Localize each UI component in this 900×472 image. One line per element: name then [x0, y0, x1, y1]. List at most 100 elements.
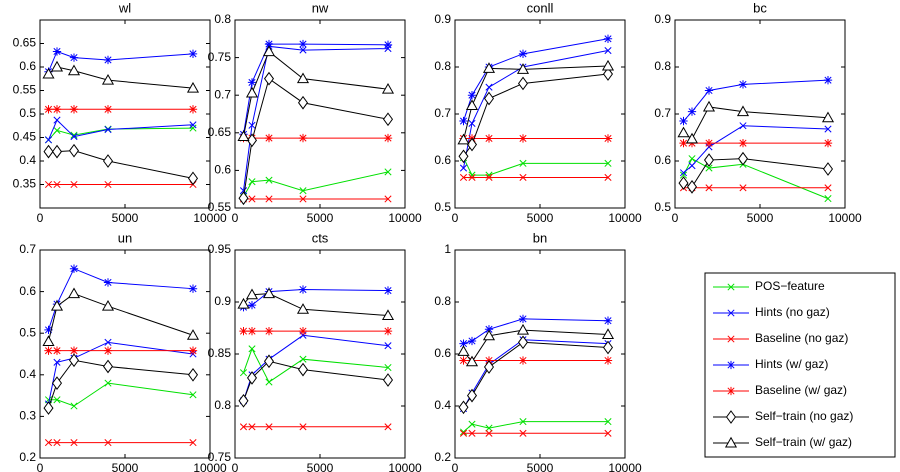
- marker: [68, 353, 80, 368]
- marker: [246, 133, 258, 148]
- y-tick-label: 0.65: [208, 125, 232, 139]
- marker: [102, 359, 114, 374]
- marker: [737, 151, 749, 166]
- marker: [687, 107, 697, 116]
- marker: [104, 338, 112, 346]
- marker: [265, 378, 273, 386]
- marker: [102, 154, 114, 168]
- y-tick-label: 0.6: [654, 153, 671, 167]
- marker: [189, 439, 197, 447]
- marker: [518, 49, 528, 58]
- marker: [263, 71, 275, 86]
- marker: [465, 99, 479, 111]
- marker: [704, 86, 714, 95]
- marker: [383, 133, 393, 143]
- marker: [603, 316, 613, 325]
- marker: [52, 47, 62, 56]
- marker: [686, 180, 698, 194]
- x-tick-label: 0: [37, 461, 44, 472]
- marker: [299, 187, 307, 195]
- marker: [104, 379, 112, 387]
- axes-frame: [234, 19, 406, 209]
- marker: [52, 346, 62, 355]
- marker: [602, 340, 614, 355]
- marker: [821, 111, 835, 123]
- marker: [104, 180, 112, 189]
- marker: [485, 173, 493, 182]
- marker: [44, 180, 53, 189]
- marker: [189, 124, 197, 132]
- panel: bc 0.5 0.6 0.7 0.8 0.9 0 5000 10000: [654, 0, 862, 225]
- legend-label: Self−train (no gaz): [755, 409, 853, 423]
- marker: [299, 195, 307, 203]
- marker: [685, 132, 699, 144]
- y-tick-label: 0.8: [434, 59, 451, 73]
- y-tick-label: 0.45: [13, 130, 37, 144]
- marker: [384, 423, 392, 431]
- marker: [43, 144, 54, 159]
- marker: [483, 91, 495, 106]
- marker: [297, 362, 309, 377]
- marker: [468, 119, 476, 127]
- panel-title: un: [118, 230, 132, 245]
- marker: [187, 367, 199, 382]
- marker: [239, 423, 248, 431]
- marker: [677, 126, 690, 138]
- marker: [53, 396, 61, 404]
- marker: [824, 195, 832, 203]
- marker: [679, 138, 688, 148]
- x-tick-label: 10000: [388, 461, 422, 472]
- marker: [688, 162, 696, 170]
- marker: [245, 86, 259, 98]
- marker: [68, 143, 80, 158]
- marker: [482, 329, 496, 341]
- marker: [101, 299, 115, 311]
- plot-area: [455, 250, 625, 458]
- marker: [298, 285, 308, 294]
- y-tick-label: 0.85: [208, 346, 232, 360]
- y-tick-label: 0.3: [19, 409, 36, 423]
- marker: [383, 286, 393, 295]
- marker: [53, 126, 61, 135]
- y-tick-label: 0.8: [214, 12, 231, 26]
- panel: cts 0.75 0.8 0.85 0.9 0.95 0 5000 10000: [208, 230, 422, 472]
- x-tick-label: 5000: [747, 211, 774, 225]
- marker: [485, 424, 493, 432]
- marker: [262, 45, 276, 57]
- marker: [245, 288, 259, 300]
- marker: [186, 329, 200, 340]
- marker: [186, 81, 200, 93]
- marker: [517, 76, 529, 91]
- marker: [262, 287, 276, 299]
- marker: [189, 391, 197, 399]
- marker: [67, 287, 81, 299]
- marker: [104, 125, 112, 134]
- marker: [103, 278, 113, 287]
- panel: un 0.2 0.3 0.4 0.5 0.6 0.7 0 5000 10000: [19, 230, 227, 472]
- marker: [263, 354, 275, 369]
- y-tick-label: 0.8: [214, 398, 231, 412]
- marker: [824, 184, 832, 192]
- marker: [467, 91, 477, 100]
- marker: [44, 346, 53, 355]
- x-tick-label: 0: [232, 211, 239, 225]
- panel-title: bn: [533, 230, 547, 245]
- x-tick-label: 5000: [112, 211, 139, 225]
- legend-label: Self−train (w/ gaz): [755, 435, 852, 449]
- panel-title: wl: [118, 0, 131, 15]
- marker: [705, 184, 713, 192]
- marker: [188, 49, 198, 58]
- marker: [237, 297, 250, 309]
- marker: [518, 356, 528, 365]
- marker: [70, 439, 78, 447]
- panel-title: cts: [312, 230, 329, 245]
- legend-label: Hints (w/ gaz): [755, 357, 828, 371]
- marker: [468, 420, 476, 428]
- marker: [248, 121, 256, 129]
- x-tick-label: 0: [232, 461, 239, 472]
- marker: [457, 133, 470, 145]
- y-tick-label: 0.65: [13, 36, 37, 50]
- plot-area: [40, 250, 210, 458]
- plot-area: [235, 250, 405, 458]
- x-tick-label: 5000: [112, 461, 139, 472]
